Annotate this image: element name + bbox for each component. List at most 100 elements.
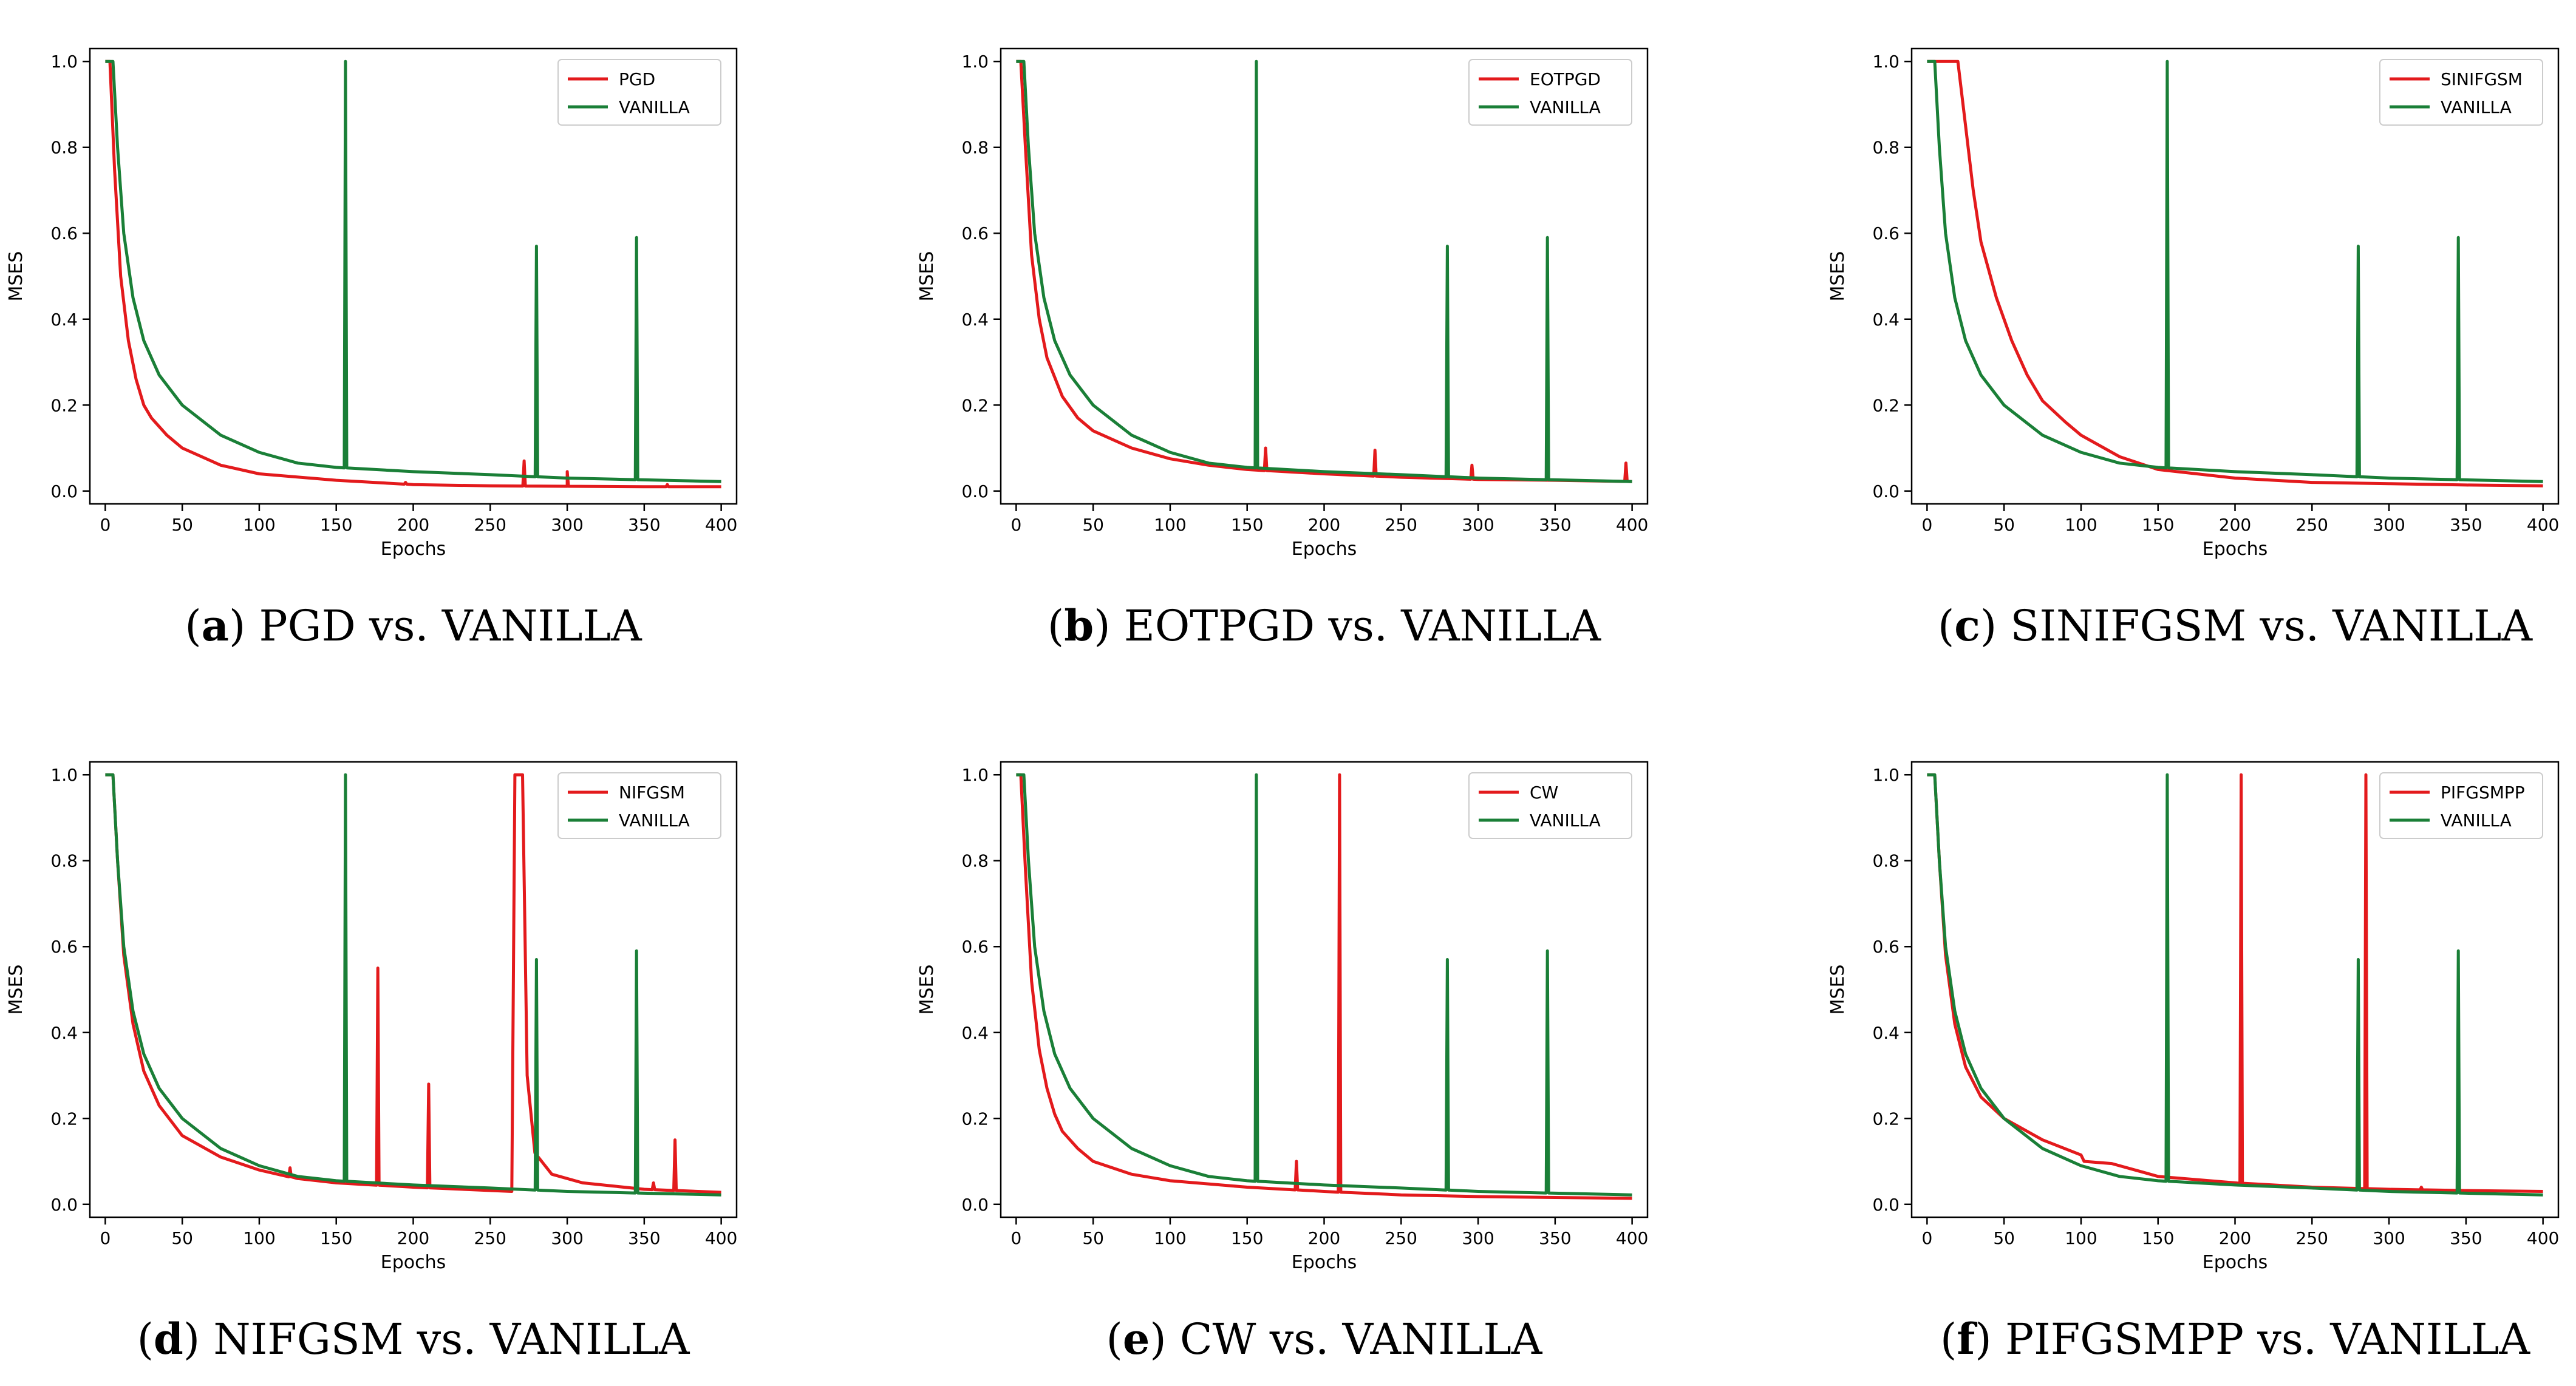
series-line-cw: [1016, 773, 1632, 1200]
chart-panel-a: 0 50 100 150 200 250 300 350 400 0.0 0.2 0.4 0.6 0.8 1…: [5, 47, 737, 651]
legend-box: [557, 772, 721, 839]
x-tick-label: 100: [1154, 1228, 1186, 1248]
x-axis-title: Epochs: [381, 538, 446, 560]
x-tick-label: 50: [1993, 1228, 2015, 1248]
legend-label-vanilla: VANILLA: [2441, 810, 2512, 831]
x-tick-label: 350: [1539, 1228, 1571, 1248]
chart-panel-c: 0 50 100 150 200 250 300 350 400 0.0 0.2 0.4 0.6 0.8 1…: [1827, 47, 2559, 651]
caption-letter: c: [1954, 600, 1980, 651]
x-axis-title: Epochs: [381, 1252, 446, 1273]
x-tick-label: 250: [1385, 515, 1417, 535]
y-axis-title: MSES: [1827, 251, 1849, 302]
y-tick-label: 0.2: [1872, 395, 1900, 415]
caption-letter: b: [1064, 600, 1094, 651]
x-tick-label: 50: [1993, 515, 2015, 535]
y-tick-label: 0.0: [1872, 481, 1900, 501]
x-tick-label: 100: [2065, 1228, 2097, 1248]
y-tick-label: 0.6: [1872, 223, 1900, 243]
y-axis-title: MSES: [5, 251, 27, 302]
legend-label-eotpgd: EOTPGD: [1530, 69, 1601, 89]
series-line-pifgsmpp: [1927, 773, 2543, 1193]
x-tick-label: 400: [1616, 1228, 1648, 1248]
series-line-sinifgsm: [1927, 59, 2543, 487]
caption-paren-open: (: [1938, 601, 1954, 651]
y-tick-label: 1.0: [1872, 52, 1900, 72]
y-tick-label: 0.0: [50, 481, 78, 501]
caption-paren-open: (: [1106, 1314, 1123, 1364]
y-tick-label: 0.2: [50, 1109, 78, 1129]
y-tick-label: 0.6: [50, 223, 78, 243]
caption-text: ) NIFGSM vs. VANILLA: [183, 1314, 690, 1364]
x-tick-label: 350: [628, 1228, 660, 1248]
series-line-nifgsm: [105, 773, 721, 1194]
y-tick-label: 0.2: [961, 1109, 989, 1129]
x-tick-label: 250: [474, 515, 506, 535]
y-tick-label: 0.8: [961, 851, 989, 871]
legend-label-vanilla: VANILLA: [1530, 97, 1601, 117]
legend-box: [1468, 772, 1632, 839]
y-tick-label: 1.0: [50, 52, 78, 72]
caption-paren-open: (: [1048, 601, 1064, 651]
subfigure-caption: (a) PGD vs. VANILLA: [185, 600, 642, 651]
y-tick-label: 0.0: [961, 1195, 989, 1215]
y-tick-label: 1.0: [961, 52, 989, 72]
x-tick-label: 350: [2450, 1228, 2482, 1248]
x-tick-label: 200: [2219, 515, 2251, 535]
x-tick-label: 150: [2142, 515, 2174, 535]
x-tick-label: 0: [100, 1228, 111, 1248]
y-tick-label: 0.8: [50, 138, 78, 158]
y-axis-title: MSES: [916, 965, 938, 1015]
x-tick-label: 150: [1231, 515, 1263, 535]
y-tick-label: 1.0: [50, 765, 78, 785]
x-tick-label: 200: [397, 1228, 429, 1248]
y-tick-label: 0.4: [961, 310, 989, 330]
legend-box: [2379, 772, 2543, 839]
x-tick-label: 50: [171, 1228, 193, 1248]
series-line-pgd: [105, 59, 721, 489]
caption-text: ) EOTPGD vs. VANILLA: [1094, 601, 1601, 651]
caption-paren-open: (: [185, 601, 201, 651]
x-tick-label: 350: [1539, 515, 1571, 535]
chart-panel-d: 0 50 100 150 200 250 300 350 400 0.0 0.2 0.4 0.6 0.8 1…: [5, 761, 737, 1364]
x-tick-label: 50: [1082, 515, 1104, 535]
y-axis-title: MSES: [1827, 965, 1849, 1015]
y-tick-label: 0.8: [50, 851, 78, 871]
x-tick-label: 400: [705, 1228, 737, 1248]
x-axis-title: Epochs: [1292, 1252, 1357, 1273]
y-axis-title: MSES: [916, 251, 938, 302]
x-axis-title: Epochs: [2203, 1252, 2268, 1273]
y-tick-label: 0.4: [961, 1023, 989, 1043]
series-line-vanilla: [1016, 773, 1632, 1197]
subfigure-caption: (b) EOTPGD vs. VANILLA: [1048, 600, 1602, 651]
legend: EOTPGD VANILLA: [1468, 59, 1632, 126]
y-tick-label: 0.0: [961, 481, 989, 501]
x-tick-label: 0: [1010, 1228, 1021, 1248]
x-tick-label: 300: [2373, 1228, 2405, 1248]
series-line-vanilla: [105, 59, 721, 483]
x-tick-label: 250: [474, 1228, 506, 1248]
subfigure-caption: (d) NIFGSM vs. VANILLA: [137, 1314, 690, 1364]
x-tick-label: 250: [2296, 515, 2328, 535]
x-tick-label: 200: [1308, 515, 1340, 535]
x-tick-label: 50: [171, 515, 193, 535]
x-tick-label: 250: [2296, 1228, 2328, 1248]
y-tick-label: 0.4: [50, 310, 78, 330]
series-line-vanilla: [1927, 59, 2543, 483]
x-tick-label: 100: [2065, 515, 2097, 535]
legend: NIFGSM VANILLA: [557, 772, 721, 839]
x-axis-title: Epochs: [2203, 538, 2268, 560]
y-tick-label: 0.2: [961, 395, 989, 415]
y-tick-label: 0.4: [1872, 310, 1900, 330]
y-tick-label: 1.0: [1872, 765, 1900, 785]
y-tick-label: 0.6: [1872, 937, 1900, 957]
legend-label-vanilla: VANILLA: [619, 810, 690, 831]
caption-text: ) PGD vs. VANILLA: [229, 601, 642, 651]
x-tick-label: 0: [100, 515, 111, 535]
chart-panel-e: 0 50 100 150 200 250 300 350 400 0.0 0.2 0.4 0.6 0.8 1…: [916, 761, 1648, 1364]
legend: SINIFGSM VANILLA: [2379, 59, 2543, 126]
legend-label-vanilla: VANILLA: [619, 97, 690, 117]
x-tick-label: 200: [2219, 1228, 2251, 1248]
y-tick-label: 0.6: [50, 937, 78, 957]
legend: CW VANILLA: [1468, 772, 1632, 839]
caption-text: ) PIFGSMPP vs. VANILLA: [1975, 1314, 2530, 1364]
